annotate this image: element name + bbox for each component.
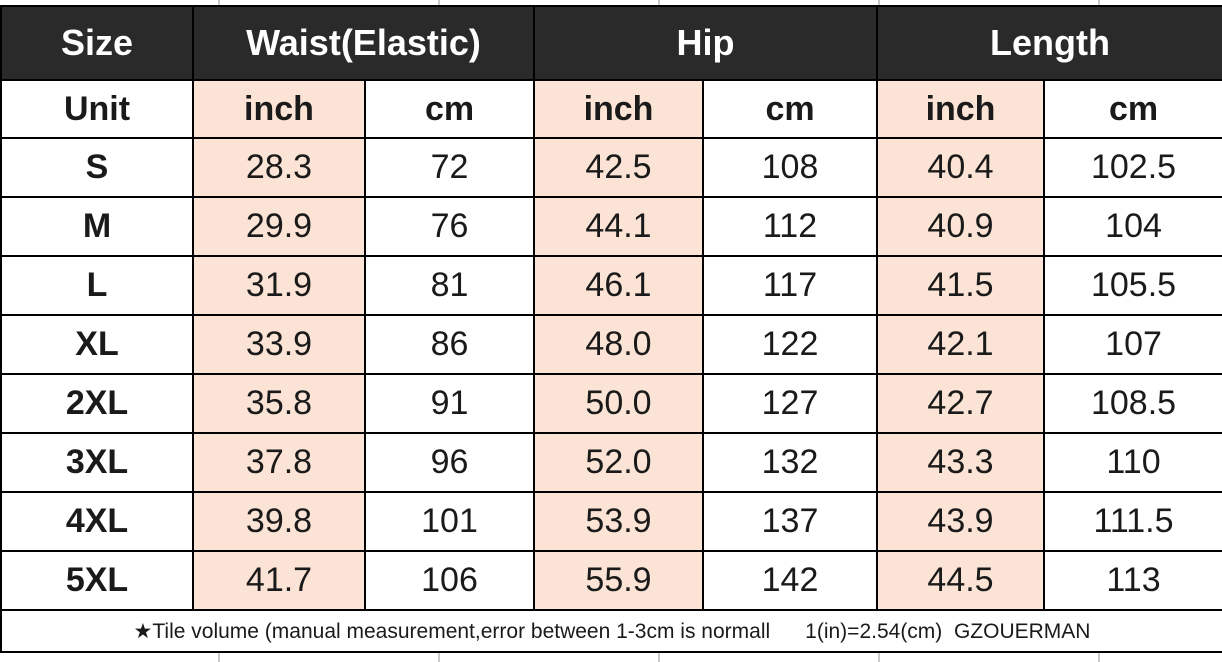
measurement-cell: 37.8 <box>192 432 366 493</box>
table-row: 3XL 37.8 96 52.0 132 43.3 110 <box>0 432 1222 493</box>
column-group-header: Size <box>0 5 194 81</box>
measurement-cell: 43.3 <box>876 432 1046 493</box>
size-chart-table: Size Waist(Elastic) Hip Length Unit inch cm in… <box>0 5 1222 653</box>
measurement-cell: 107 <box>1043 314 1222 375</box>
measurement-cell: 31.9 <box>192 255 366 316</box>
measurement-cell: 142 <box>702 550 879 611</box>
size-label-cell: L <box>0 255 194 316</box>
measurement-cell: 86 <box>363 314 536 375</box>
measurement-cell: 52.0 <box>533 432 705 493</box>
measurement-cell: 108.5 <box>1043 373 1222 434</box>
measurement-cell: 127 <box>702 373 879 434</box>
footer-note: ★Tile volume (manual measurement,error b… <box>0 609 1222 653</box>
size-label-cell: 3XL <box>0 432 194 493</box>
size-label-cell: 2XL <box>0 373 194 434</box>
table-row: 4XL 39.8 101 53.9 137 43.9 111.5 <box>0 491 1222 552</box>
unit-label-cell: Unit <box>0 79 194 139</box>
measurement-cell: 104 <box>1043 196 1222 257</box>
table-row: M 29.9 76 44.1 112 40.9 104 <box>0 196 1222 257</box>
unit-cell: cm <box>702 79 879 139</box>
measurement-cell: 96 <box>363 432 536 493</box>
measurement-cell: 44.1 <box>533 196 705 257</box>
size-label-cell: M <box>0 196 194 257</box>
measurement-cell: 46.1 <box>533 255 705 316</box>
unit-cell: inch <box>876 79 1046 139</box>
measurement-cell: 40.4 <box>876 137 1046 198</box>
measurement-cell: 28.3 <box>192 137 366 198</box>
measurement-cell: 72 <box>363 137 536 198</box>
measurement-cell: 81 <box>363 255 536 316</box>
size-label-cell: 4XL <box>0 491 194 552</box>
measurement-cell: 35.8 <box>192 373 366 434</box>
measurement-cell: 91 <box>363 373 536 434</box>
unit-cell: inch <box>533 79 705 139</box>
table-row: S 28.3 72 42.5 108 40.4 102.5 <box>0 137 1222 198</box>
measurement-cell: 112 <box>702 196 879 257</box>
bottom-gridline-sliver <box>0 653 1222 662</box>
header-group-row: Size Waist(Elastic) Hip Length <box>0 5 1222 81</box>
measurement-cell: 76 <box>363 196 536 257</box>
measurement-cell: 101 <box>363 491 536 552</box>
measurement-cell: 50.0 <box>533 373 705 434</box>
measurement-cell: 42.5 <box>533 137 705 198</box>
unit-row: Unit inch cm inch cm inch cm <box>0 79 1222 139</box>
measurement-cell: 53.9 <box>533 491 705 552</box>
size-label-cell: XL <box>0 314 194 375</box>
measurement-cell: 106 <box>363 550 536 611</box>
measurement-cell: 48.0 <box>533 314 705 375</box>
measurement-cell: 42.7 <box>876 373 1046 434</box>
column-group-header: Hip <box>533 5 879 81</box>
table-row: 5XL 41.7 106 55.9 142 44.5 113 <box>0 550 1222 611</box>
table-row: XL 33.9 86 48.0 122 42.1 107 <box>0 314 1222 375</box>
size-table-body: S 28.3 72 42.5 108 40.4 102.5 M 29.9 76 44.1 112 40.… <box>0 137 1222 611</box>
size-label-cell: 5XL <box>0 550 194 611</box>
measurement-cell: 122 <box>702 314 879 375</box>
measurement-cell: 43.9 <box>876 491 1046 552</box>
measurement-cell: 33.9 <box>192 314 366 375</box>
unit-cell: cm <box>363 79 536 139</box>
measurement-cell: 110 <box>1043 432 1222 493</box>
top-gridline-sliver <box>0 0 1222 5</box>
measurement-cell: 29.9 <box>192 196 366 257</box>
measurement-cell: 40.9 <box>876 196 1046 257</box>
measurement-cell: 44.5 <box>876 550 1046 611</box>
measurement-cell: 105.5 <box>1043 255 1222 316</box>
column-group-header: Waist(Elastic) <box>191 5 536 81</box>
size-label-cell: S <box>0 137 194 198</box>
measurement-cell: 111.5 <box>1043 491 1222 552</box>
column-group-header: Length <box>876 5 1222 81</box>
table-row: 2XL 35.8 91 50.0 127 42.7 108.5 <box>0 373 1222 434</box>
measurement-cell: 102.5 <box>1043 137 1222 198</box>
measurement-cell: 41.7 <box>192 550 366 611</box>
measurement-cell: 42.1 <box>876 314 1046 375</box>
measurement-cell: 39.8 <box>192 491 366 552</box>
unit-cell: cm <box>1043 79 1222 139</box>
measurement-cell: 113 <box>1043 550 1222 611</box>
measurement-cell: 137 <box>702 491 879 552</box>
measurement-cell: 41.5 <box>876 255 1046 316</box>
table-row: L 31.9 81 46.1 117 41.5 105.5 <box>0 255 1222 316</box>
footer-row: ★Tile volume (manual measurement,error b… <box>0 609 1222 653</box>
unit-cell: inch <box>192 79 366 139</box>
measurement-cell: 132 <box>702 432 879 493</box>
measurement-cell: 117 <box>702 255 879 316</box>
measurement-cell: 55.9 <box>533 550 705 611</box>
measurement-cell: 108 <box>702 137 879 198</box>
